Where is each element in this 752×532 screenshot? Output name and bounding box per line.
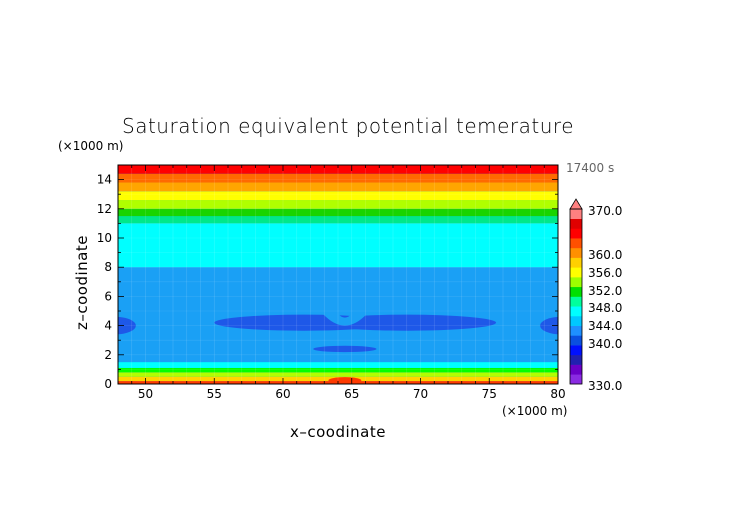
y-unit-label: (×1000 m) xyxy=(58,139,124,153)
colorbar-segment xyxy=(570,335,582,346)
x-tick-label: 70 xyxy=(413,387,428,401)
colorbar-segment xyxy=(570,218,582,229)
y-tick-label: 0 xyxy=(104,377,112,391)
colorbar-segment xyxy=(570,306,582,317)
colorbar-segment xyxy=(570,364,582,375)
y-tick-label: 6 xyxy=(104,289,112,303)
colorbar-segment xyxy=(570,247,582,258)
field-layer xyxy=(118,191,558,201)
colorbar-cap xyxy=(569,198,583,210)
colorbar-segment xyxy=(570,354,582,365)
x-unit-label: (×1000 m) xyxy=(502,404,568,418)
colorbar-segment xyxy=(570,325,582,336)
colorbar-segment xyxy=(570,315,582,326)
field-features xyxy=(118,312,558,384)
y-tick-label: 10 xyxy=(97,231,112,245)
colorbar-label: 370.0 xyxy=(588,204,622,218)
y-tick-label: 2 xyxy=(104,348,112,362)
colorbar-label: 348.0 xyxy=(588,301,622,315)
colorbar-label: 352.0 xyxy=(588,284,622,298)
colorbar-segment xyxy=(570,277,582,288)
time-label: 17400 s xyxy=(566,161,615,175)
x-tick-label: 60 xyxy=(275,387,290,401)
x-tick-label: 55 xyxy=(207,387,222,401)
x-tick-label: 65 xyxy=(344,387,359,401)
y-tick-label: 4 xyxy=(104,319,112,333)
colorbar-segment xyxy=(570,345,582,356)
colorbar-segment xyxy=(570,228,582,239)
colorbar-frame xyxy=(569,208,583,385)
colorbar-segment xyxy=(570,296,582,307)
x-tick-label: 75 xyxy=(482,387,497,401)
field-feature xyxy=(540,316,558,335)
field-layer xyxy=(118,223,558,268)
colorbar-label: 340.0 xyxy=(588,337,622,351)
colorbar-segment xyxy=(570,286,582,297)
y-tick-label: 14 xyxy=(97,173,112,187)
colorbar-segment xyxy=(570,374,582,385)
field-feature xyxy=(118,316,136,335)
y-tick-label: 8 xyxy=(104,260,112,274)
field-feature xyxy=(328,377,362,384)
colorbar-segment xyxy=(570,267,582,278)
colorbar-label: 356.0 xyxy=(588,266,622,280)
field-layer xyxy=(118,372,558,377)
field-feature xyxy=(317,314,497,331)
field-layer xyxy=(118,208,558,217)
chart-title: Saturation equivalent potential temeratu… xyxy=(122,114,575,138)
field-layer xyxy=(118,367,558,373)
colorbar-segment xyxy=(570,238,582,249)
colorbar-segment xyxy=(570,209,582,220)
field-feature xyxy=(313,345,377,353)
colorbar-segment xyxy=(570,257,582,268)
x-tick-label: 50 xyxy=(138,387,153,401)
colorbar-label: 360.0 xyxy=(588,248,622,262)
x-axis-label: x–coodinate xyxy=(290,423,386,441)
colorbar-label: 344.0 xyxy=(588,319,622,333)
x-tick-label: 80 xyxy=(550,387,565,401)
field-layer xyxy=(118,165,558,174)
colorbar-label: 330.0 xyxy=(588,379,622,393)
y-tick-label: 12 xyxy=(97,202,112,216)
field-layer xyxy=(118,173,558,183)
field-layer xyxy=(118,216,558,224)
field-layer xyxy=(118,182,558,192)
field-layer xyxy=(118,200,558,209)
field-feature xyxy=(322,312,367,326)
field-layer xyxy=(118,362,558,368)
